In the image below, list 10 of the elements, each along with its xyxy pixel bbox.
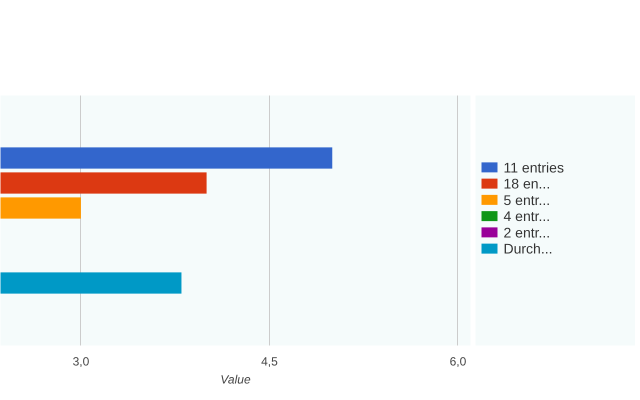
legend-label: 5 entr... bbox=[504, 192, 550, 208]
legend-label: 4 entr... bbox=[504, 208, 550, 224]
legend-label: 11 entries bbox=[504, 159, 564, 176]
legend-label: Durch... bbox=[504, 240, 553, 257]
legend-label: 18 en... bbox=[504, 176, 550, 192]
x-tick-label: 3,0 bbox=[72, 354, 90, 368]
x-tick-label: 4,5 bbox=[261, 354, 278, 368]
x-tick-label: 6,0 bbox=[450, 354, 467, 368]
x-axis-title: Value bbox=[220, 372, 251, 386]
legend-label: 2 entr... bbox=[504, 224, 550, 240]
